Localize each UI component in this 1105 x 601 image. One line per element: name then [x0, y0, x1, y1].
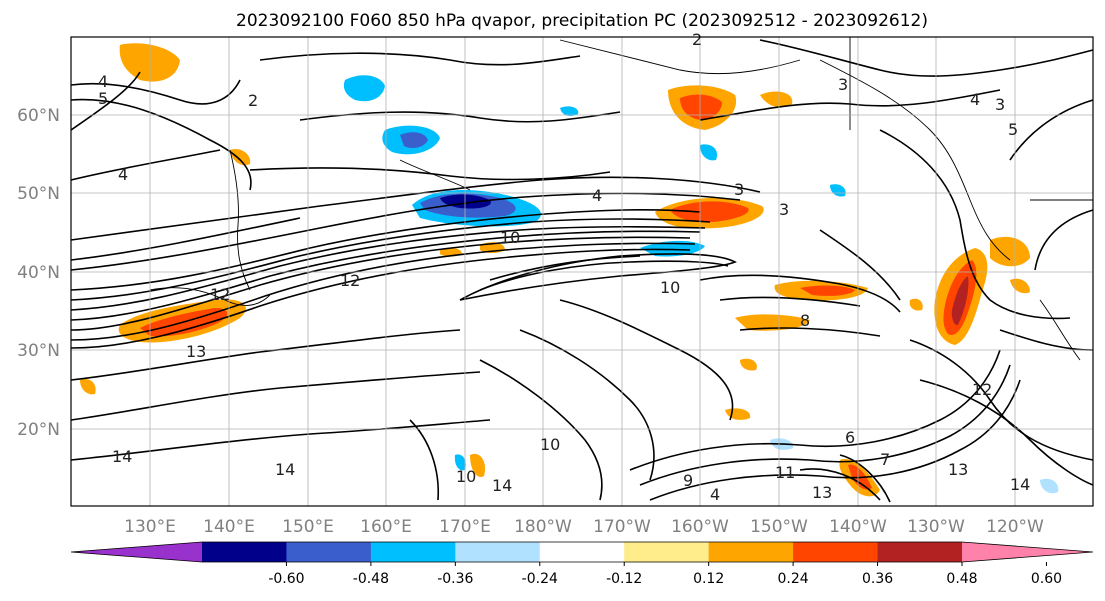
contour-label: 6 — [845, 428, 855, 447]
contour-label: 11 — [775, 463, 795, 482]
lon-label: 150°W — [750, 517, 808, 537]
colorbar-segment — [793, 542, 879, 562]
colorbar-tick-label: 0.12 — [693, 571, 724, 587]
lat-label: 40°N — [17, 263, 60, 283]
contour-label: 10 — [540, 435, 560, 454]
contour-label: 12 — [210, 285, 230, 304]
colorbar-tick-label: -0.48 — [353, 571, 389, 587]
lon-label: 180°W — [514, 517, 572, 537]
colorbar-segment — [455, 542, 541, 562]
contour-label: 7 — [880, 450, 890, 469]
contour-label: 9 — [683, 471, 693, 490]
colorbar-segment — [202, 542, 287, 562]
contour-label: 14 — [1010, 475, 1030, 494]
contour-label: 12 — [972, 380, 992, 399]
contour-label: 2 — [692, 30, 702, 49]
colorbar-segment — [877, 542, 963, 562]
contour-label: 14 — [492, 476, 512, 495]
contour-label: 8 — [800, 311, 810, 330]
colorbar-extend-low — [71, 542, 202, 562]
contour-label: 10 — [456, 467, 476, 486]
latitude-labels: 60°N 50°N 40°N 30°N 20°N — [17, 106, 60, 440]
contour-label: 4 — [970, 90, 980, 109]
map-title: 2023092100 F060 850 hPa qvapor, precipit… — [236, 11, 928, 31]
contour-label: 3 — [779, 200, 789, 219]
contour-label: 4 — [118, 165, 128, 184]
contour-label: 4 — [592, 186, 602, 205]
contour-label: 3 — [838, 75, 848, 94]
colorbar: -0.60 -0.48 -0.36 -0.24 -0.12 0.12 0.24 0.36 0.4… — [70, 541, 1094, 587]
colorbar-segment — [708, 542, 794, 562]
precip-shading — [80, 43, 1059, 497]
lat-label: 50°N — [17, 184, 60, 204]
colorbar-extend-high — [962, 542, 1093, 562]
colorbar-tick-label: 0.60 — [1031, 571, 1062, 587]
lon-label: 160°E — [360, 517, 412, 537]
contour-label: 13 — [812, 483, 832, 502]
lon-label: 140°W — [829, 517, 887, 537]
qvapor-contours — [70, 39, 1094, 503]
coastlines — [149, 37, 1093, 361]
lon-label: 130°W — [907, 517, 965, 537]
colorbar-tick-label: -0.12 — [606, 571, 642, 587]
contour-labels: 2 4 5 2 3 4 3 5 4 3 3 4 10 12 13 14 14 1… — [98, 30, 1030, 504]
lon-label: 150°E — [282, 517, 334, 537]
longitude-labels: 130°E 140°E 150°E 160°E 170°E 180°W 170°… — [124, 517, 1044, 537]
contour-label: 13 — [186, 342, 206, 361]
colorbar-segment — [539, 542, 625, 562]
map-border — [70, 36, 1094, 507]
map-panel: 2 4 5 2 3 4 3 5 4 3 3 4 10 12 13 14 14 1… — [70, 30, 1094, 507]
contour-label: 14 — [275, 460, 295, 479]
contour-label: 14 — [112, 447, 132, 466]
contour-label: 3 — [734, 180, 744, 199]
contour-label: 4 — [98, 72, 108, 91]
colorbar-tick-label: 0.36 — [862, 571, 893, 587]
colorbar-segment — [624, 542, 710, 562]
lon-label: 120°W — [986, 517, 1044, 537]
colorbar-outline — [70, 541, 1094, 563]
contour-label: 3 — [995, 95, 1005, 114]
lon-label: 170°E — [439, 517, 491, 537]
lat-label: 60°N — [17, 106, 60, 126]
contour-label: 13 — [948, 460, 968, 479]
colorbar-tick-label: -0.24 — [522, 571, 558, 587]
colorbar-tick-label: 0.48 — [946, 571, 977, 587]
lat-label: 20°N — [17, 420, 60, 440]
colorbar-tick-label: 0.24 — [778, 571, 809, 587]
contour-label: 2 — [248, 91, 258, 110]
colorbar-segment — [370, 542, 456, 562]
lon-label: 160°W — [671, 517, 729, 537]
contour-label: 10 — [660, 278, 680, 297]
contour-label: 10 — [500, 228, 520, 247]
contour-label: 4 — [710, 485, 720, 504]
lon-label: 140°E — [203, 517, 255, 537]
colorbar-segment — [286, 542, 372, 562]
colorbar-tick-label: -0.36 — [437, 571, 473, 587]
graticule — [71, 37, 1093, 506]
lon-label: 130°E — [124, 517, 176, 537]
lon-label: 170°W — [593, 517, 651, 537]
colorbar-tick-label: -0.60 — [268, 571, 304, 587]
contour-label: 5 — [98, 89, 108, 108]
lat-label: 30°N — [17, 341, 60, 361]
contour-label: 5 — [1008, 120, 1018, 139]
contour-label: 12 — [340, 271, 360, 290]
